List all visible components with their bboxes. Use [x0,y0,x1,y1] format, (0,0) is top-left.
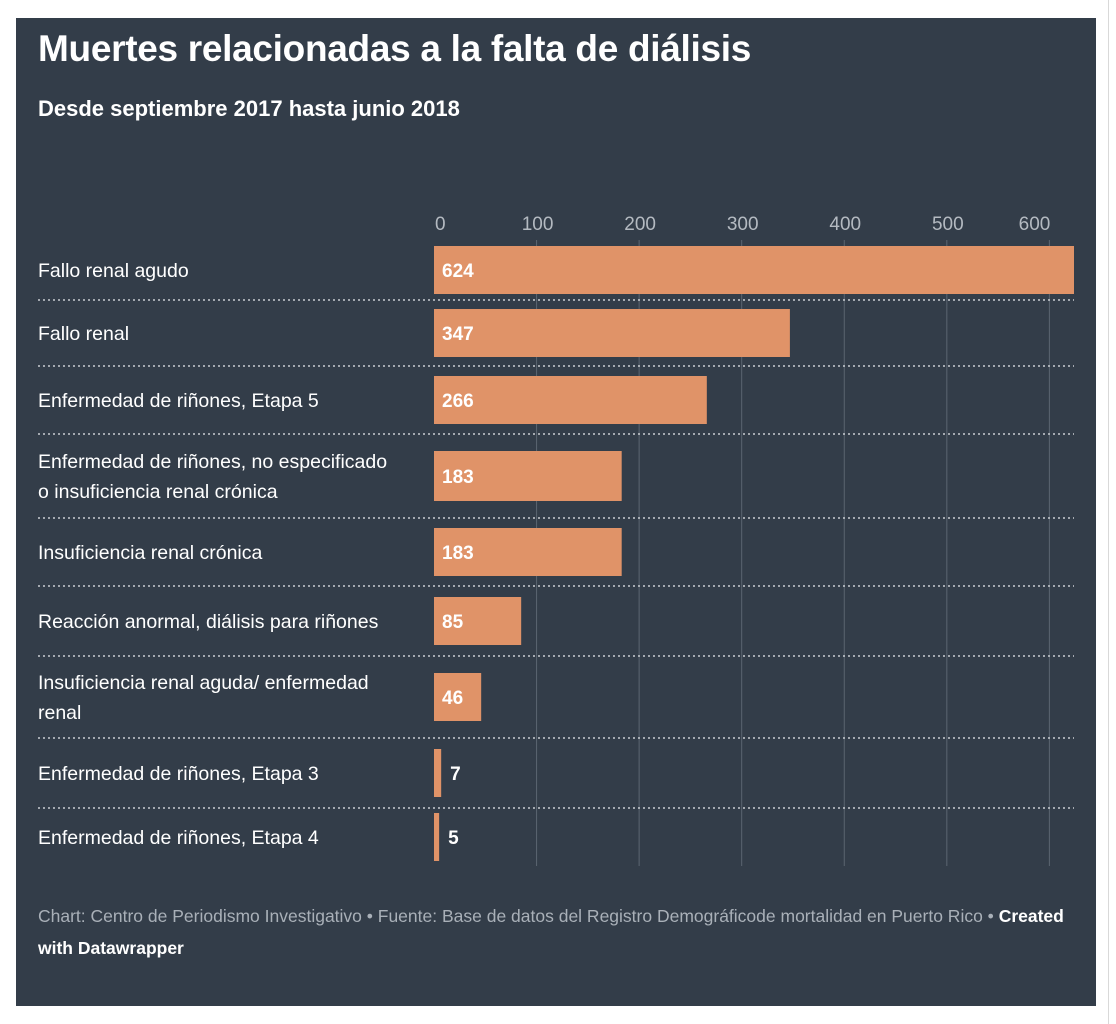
bar-value-label: 624 [442,261,474,282]
category-label: Fallo renal agudo [38,260,189,282]
x-tick-label: 500 [932,214,964,235]
chart-subtitle: Desde septiembre 2017 hasta junio 2018 [38,96,460,121]
category-label: Enfermedad de riñones, no especificado [38,451,387,473]
bar [434,246,1074,294]
category-label: Enfermedad de riñones, Etapa 3 [38,763,319,785]
chart-title: Muertes relacionadas a la falta de diáli… [38,28,752,69]
x-tick-label: 100 [522,214,554,235]
page-edge-line [1108,0,1109,1024]
bar-value-label: 7 [450,764,461,785]
bar-value-label: 183 [442,467,474,488]
bar [434,749,442,797]
category-label: Insuficiencia renal crónica [38,542,263,564]
category-label: Reacción anormal, diálisis para riñones [38,611,379,633]
bar-value-label: 183 [442,543,474,564]
bar-value-label: 85 [442,612,464,633]
category-label: Insuficiencia renal aguda/ enfermedad [38,672,369,694]
chart-footer: Chart: Centro de Periodismo Investigativ… [38,900,1068,964]
chart-panel: Muertes relacionadas a la falta de diáli… [16,18,1096,1006]
x-tick-label: 400 [829,214,861,235]
bar-value-label: 347 [442,324,474,345]
category-label: Enfermedad de riñones, Etapa 4 [38,827,319,849]
bar [434,528,622,576]
bar [434,813,440,861]
category-label: o insuficiencia renal crónica [38,481,278,503]
bar-value-label: 46 [442,688,463,709]
bar-value-label: 266 [442,391,474,412]
bar [434,673,482,721]
bar [434,309,790,357]
category-label: Enfermedad de riñones, Etapa 5 [38,390,319,412]
bar [434,451,622,501]
x-tick-label: 600 [1019,214,1051,235]
x-tick-label: 200 [624,214,656,235]
bar [434,376,707,424]
x-tick-label: 300 [727,214,759,235]
category-label: renal [38,702,81,724]
bar-value-label: 5 [448,828,459,849]
category-label: Fallo renal [38,323,129,345]
datawrapper-credit: Created with Datawrapper [38,906,1064,958]
source-note: Chart: Centro de Periodismo Investigativ… [38,906,994,926]
bar-chart: 0 100 200 300 400 500 600 624 Fallo renal agudo 3… [38,214,1074,866]
bar [434,597,522,645]
x-tick-label: 0 [435,214,446,235]
